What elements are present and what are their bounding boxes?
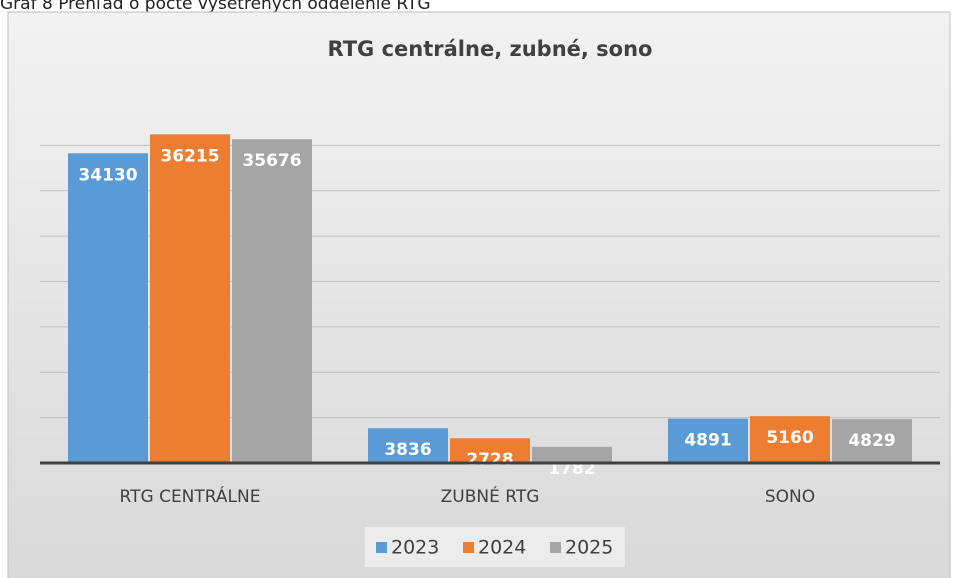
bar [532,446,612,463]
chart-title: RTG centrálne, zubné, sono [328,37,653,61]
bar [450,438,530,463]
data-label: 36215 [160,146,219,166]
data-label: 4829 [848,431,895,451]
data-label: 34130 [78,165,137,185]
bar [68,153,148,463]
legend-swatch [463,542,474,553]
legend-swatch [376,542,387,553]
bar [232,139,312,463]
bar [832,419,912,463]
x-tick-label: RTG CENTRÁLNE [120,485,261,507]
legend-box [365,527,625,567]
bar [368,428,448,463]
legend-label: 2025 [565,537,613,559]
data-label: 5160 [766,428,813,448]
caption: Graf 8 Prehľad o počte vyšetrených oddel… [0,0,431,14]
x-tick-label: SONO [765,487,815,507]
legend-swatch [550,542,561,553]
x-tick-label: ZUBNÉ RTG [441,485,540,507]
legend-label: 2024 [478,537,526,559]
data-label: 3836 [384,440,431,460]
data-label: 2728 [466,450,513,470]
bar [750,416,830,463]
legend-label: 2023 [391,537,439,559]
bar [150,134,230,463]
bar [668,418,748,463]
data-label: 35676 [242,151,301,171]
data-label: 4891 [684,431,731,451]
